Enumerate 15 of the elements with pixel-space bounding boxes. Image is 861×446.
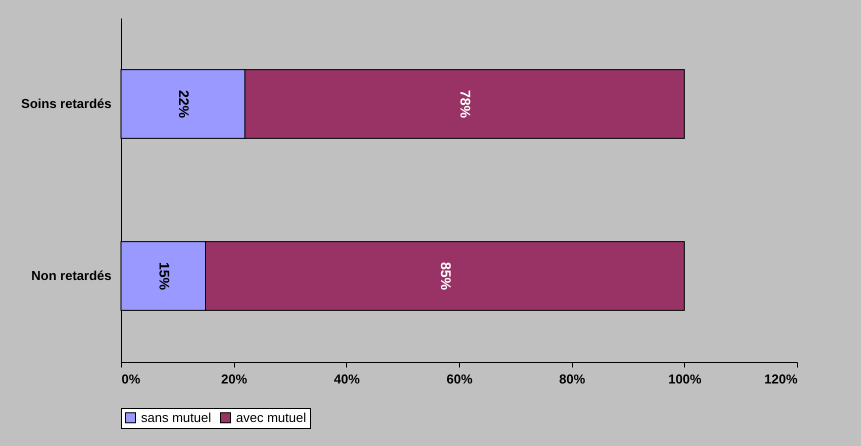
y-tick-label: Non retardés bbox=[31, 268, 112, 283]
legend-label: sans mutuel bbox=[141, 410, 212, 425]
legend-label: avec mutuel bbox=[236, 410, 306, 425]
data-label: 78% bbox=[458, 90, 474, 119]
x-tick-label: 120% bbox=[764, 372, 798, 386]
data-label: 15% bbox=[156, 262, 172, 291]
y-tick-label: Soins retardés bbox=[21, 96, 112, 111]
data-label: 22% bbox=[176, 90, 192, 119]
x-tick-label: 100% bbox=[668, 372, 702, 386]
x-tick-label: 80% bbox=[559, 372, 586, 386]
x-tick-label: 60% bbox=[446, 372, 473, 386]
data-label: 85% bbox=[438, 262, 454, 291]
x-tick-label: 0% bbox=[122, 372, 141, 386]
x-tick-label: 40% bbox=[334, 372, 360, 386]
x-tick-label: 20% bbox=[221, 372, 248, 386]
